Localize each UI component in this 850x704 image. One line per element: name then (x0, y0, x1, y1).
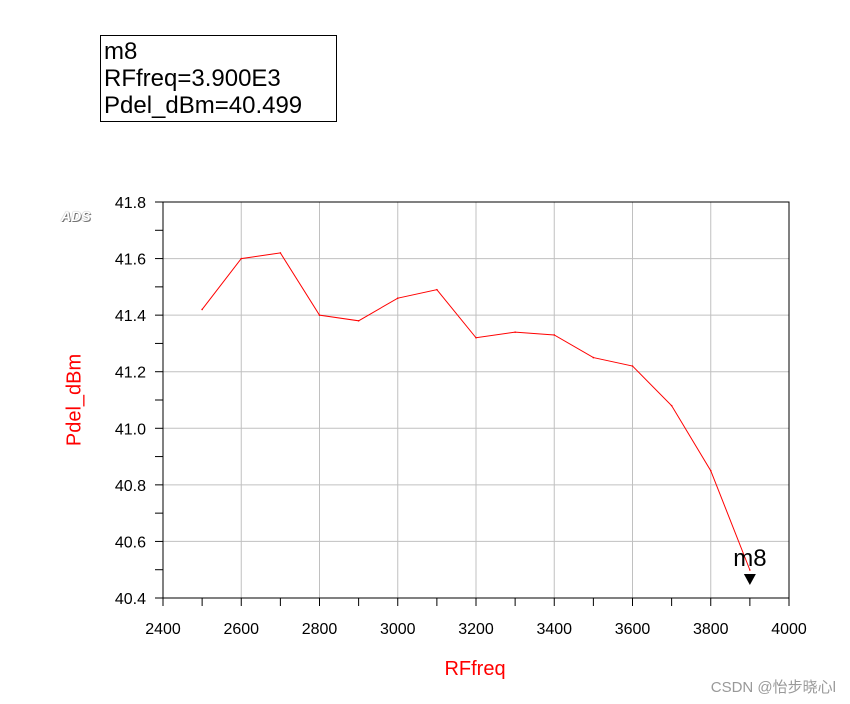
x-axis-label: RFfreq (444, 658, 506, 680)
data-point (514, 331, 516, 333)
data-point (357, 320, 360, 322)
marker-label: m8 (733, 545, 766, 572)
data-point (670, 404, 673, 407)
x-tick-label: 3200 (458, 621, 494, 638)
y-tick-label: 40.8 (115, 478, 146, 495)
watermark: CSDN @怡步晓心l (710, 679, 836, 696)
x-tick-label: 3000 (380, 621, 416, 638)
marker-triangle-icon (743, 573, 756, 585)
x-tick-label: 4000 (771, 621, 807, 638)
data-point (475, 336, 477, 339)
marker-readout-box: m8 RFfreq=3.900E3 Pdel_dBm=40.499 (100, 35, 337, 122)
y-tick-label: 41.2 (115, 365, 146, 382)
marker-y-readout: Pdel_dBm=40.499 (104, 92, 303, 119)
data-point (396, 297, 399, 299)
x-tick-label: 2400 (145, 621, 181, 638)
x-tick-label: 3600 (615, 621, 651, 638)
data-point (592, 356, 595, 359)
y-tick-label: 40.4 (115, 591, 146, 608)
y-tick-label: 41.6 (115, 252, 146, 269)
y-axis-label: Pdel_dBm (63, 353, 86, 447)
x-tick-label: 3800 (693, 621, 729, 638)
data-point (279, 252, 282, 254)
x-tick-label: 2600 (223, 621, 259, 638)
y-tick-label: 41.4 (115, 308, 146, 325)
ads-logo: ADS (61, 208, 91, 224)
y-tick-label: 40.6 (115, 534, 146, 551)
data-point (436, 288, 438, 291)
data-point (553, 334, 556, 336)
y-tick-label: 41.8 (115, 195, 146, 212)
marker-x-readout: RFfreq=3.900E3 (104, 65, 281, 92)
x-tick-label: 2800 (302, 621, 338, 638)
data-point (709, 469, 712, 472)
data-point (240, 257, 243, 260)
data-point (631, 365, 634, 367)
marker-name: m8 (104, 38, 138, 65)
y-tick-label: 41.0 (115, 421, 146, 438)
data-point (201, 308, 203, 311)
data-point (318, 314, 321, 316)
data-point (749, 569, 751, 571)
x-tick-label: 3400 (536, 621, 572, 638)
